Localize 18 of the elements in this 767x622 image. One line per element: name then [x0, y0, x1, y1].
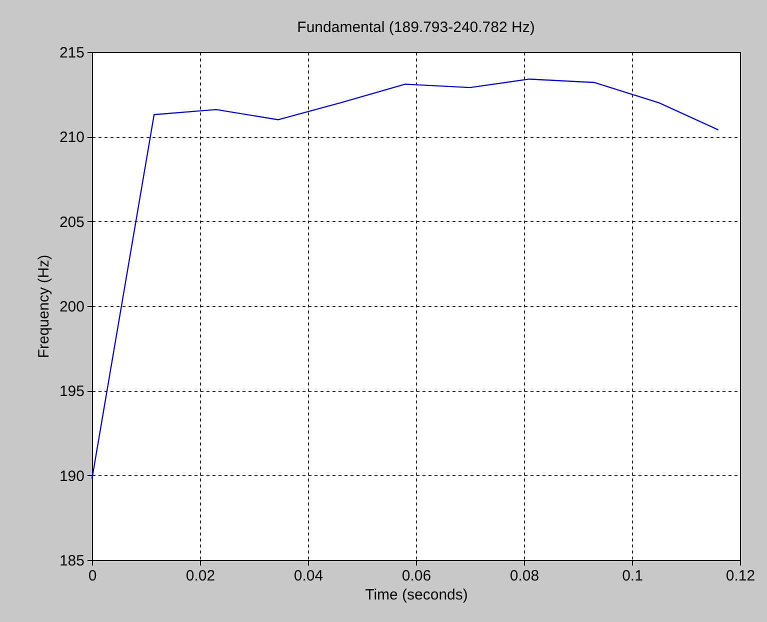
y-tick-label: 190: [59, 468, 84, 485]
x-tick-label: 0.08: [510, 568, 540, 584]
x-tick-label: 0.04: [294, 568, 324, 584]
y-tick-label: 195: [59, 383, 84, 400]
line-series: [91, 78, 719, 480]
x-tick-label: 0.12: [726, 568, 756, 584]
y-tick-label: 185: [59, 552, 84, 570]
y-tick-label: 200: [59, 298, 84, 316]
chart-title: Fundamental (189.793-240.782 Hz): [297, 19, 535, 36]
x-axis-title: Time (seconds): [365, 586, 468, 604]
x-tick-label: 0.1: [622, 568, 643, 584]
x-tick-label: 0.02: [186, 568, 216, 584]
x-tick-label: 0: [88, 568, 97, 584]
y-tick-label: 215: [59, 44, 84, 62]
y-tick-label: 210: [59, 129, 84, 146]
y-tick-label: 205: [59, 214, 84, 231]
y-axis-title: Frequency (Hz): [35, 254, 52, 358]
x-tick-label: 0.06: [402, 568, 432, 584]
